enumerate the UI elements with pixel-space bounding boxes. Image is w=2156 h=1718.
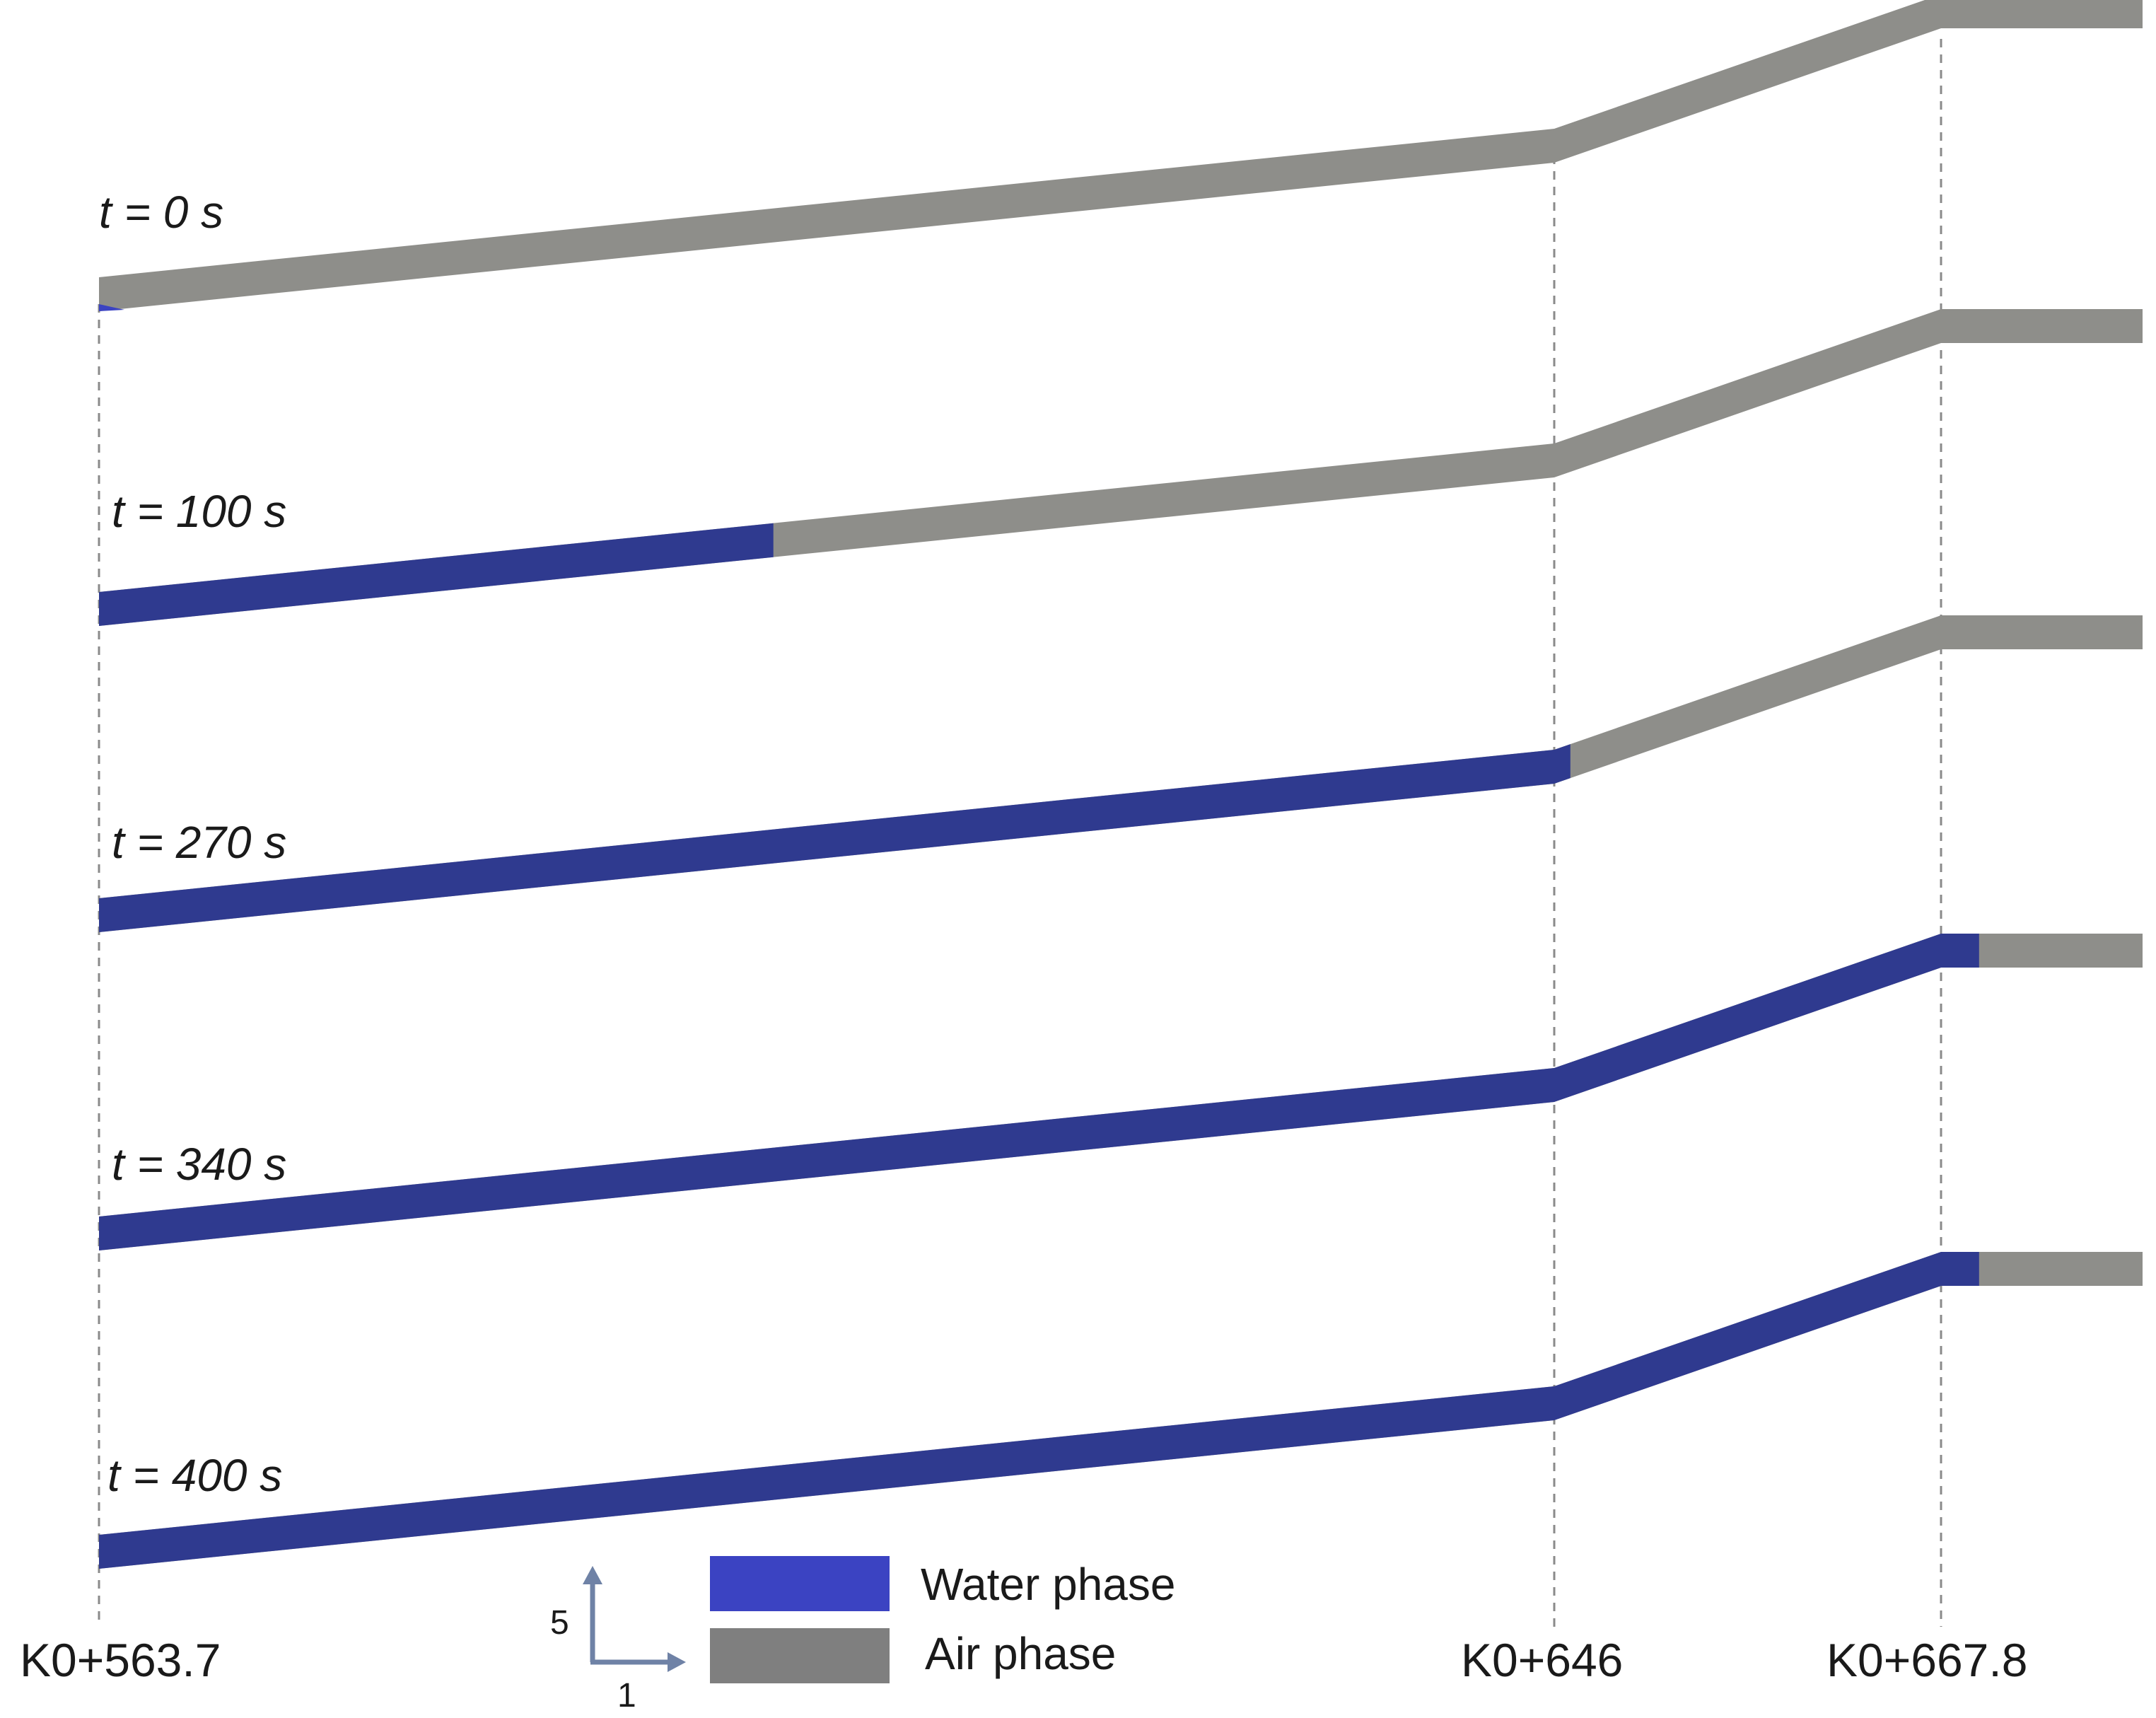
time-label: t = 340 s [112, 1139, 286, 1190]
snapshot-t340: t = 340 s [99, 934, 2143, 1250]
station-guides [98, 39, 1942, 1627]
water-phase-band [99, 1252, 1979, 1569]
snapshot-t100: t = 100 s [99, 309, 2143, 626]
time-label: t = 100 s [112, 486, 286, 537]
water-phase-band [99, 523, 774, 626]
snapshot-t270: t = 270 s [99, 615, 2143, 932]
legend-water-label: Water phase [921, 1559, 1175, 1610]
legend-air-swatch [710, 1628, 890, 1683]
snapshot-t0: t = 0 s [99, 0, 2143, 311]
time-label: t = 0 s [99, 187, 223, 238]
pipe-profiles: t = 0 s t = 100 s t = 270 s t = 340 s t … [99, 0, 2143, 1569]
time-label: t = 270 s [112, 817, 286, 868]
scale-indicator: 5 1 [550, 1566, 686, 1714]
legend-water-swatch [710, 1556, 890, 1611]
water-phase-band [99, 304, 124, 311]
air-phase-band [99, 0, 2143, 311]
legend: Water phase Air phase [710, 1556, 1175, 1683]
station-label-bend: K0+646 [1461, 1634, 1623, 1686]
water-phase-band [99, 934, 1979, 1250]
snapshot-t400: t = 400 s [99, 1252, 2143, 1569]
legend-air-label: Air phase [925, 1628, 1116, 1679]
time-label: t = 400 s [107, 1450, 282, 1501]
station-label-end: K0+667.8 [1826, 1634, 2027, 1686]
vertical-scale-label: 5 [550, 1604, 569, 1642]
horizontal-scale-label: 1 [617, 1677, 636, 1714]
vertical-arrow-head [583, 1566, 602, 1584]
water-phase-band [99, 744, 1571, 932]
station-label-start: K0+563.7 [20, 1634, 221, 1686]
horizontal-arrow-head [668, 1652, 686, 1672]
